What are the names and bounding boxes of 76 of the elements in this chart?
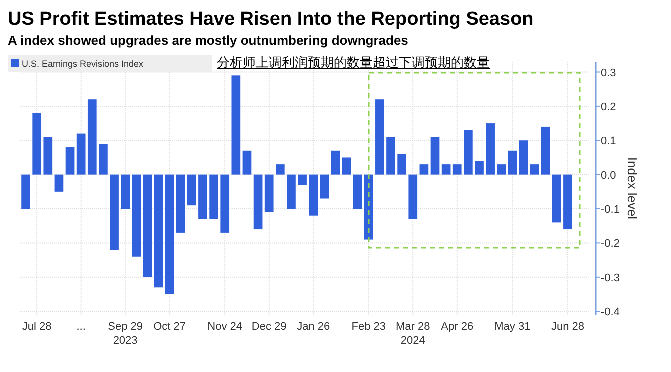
bar xyxy=(210,174,218,220)
y-tick-label: 0.1 xyxy=(601,136,616,148)
x-tick-label: Jan 26 xyxy=(297,321,330,333)
bar xyxy=(132,174,142,257)
bar xyxy=(242,150,252,175)
bar xyxy=(298,174,307,186)
bar xyxy=(420,164,429,175)
bar xyxy=(176,174,186,233)
bar xyxy=(464,130,473,175)
bar xyxy=(99,144,108,175)
bar xyxy=(475,161,484,175)
bar xyxy=(552,174,562,223)
bar xyxy=(66,147,75,175)
bar xyxy=(486,124,495,175)
x-tick-label: Oct 27 xyxy=(154,321,186,333)
bar xyxy=(408,174,418,220)
bar xyxy=(220,174,230,233)
x-tick-label: ... xyxy=(76,321,86,333)
bar xyxy=(541,126,550,175)
bar xyxy=(44,137,53,175)
bar xyxy=(342,158,352,175)
x-tick-label: May 31 xyxy=(494,321,531,333)
bar xyxy=(276,164,285,175)
y-tick-label: 0.3 xyxy=(601,67,616,80)
x-tick-label: Feb 23 xyxy=(352,321,386,333)
x-tick-label: Sep 29 2023 xyxy=(108,321,144,347)
y-tick-label: -0.2 xyxy=(601,238,620,250)
bar xyxy=(32,113,42,175)
bar xyxy=(110,174,119,250)
x-tick-label: Jun 28 xyxy=(551,321,584,333)
bar xyxy=(121,174,130,210)
annotation: 分析师上调利润预期的数量超过下调预期的数量 xyxy=(217,55,490,70)
bar xyxy=(530,164,540,175)
bar xyxy=(364,174,374,240)
y-tick-label: -0.1 xyxy=(601,204,620,216)
x-tick-label: Dec 29 xyxy=(252,321,287,333)
bar xyxy=(442,164,451,175)
bar xyxy=(398,154,406,175)
bar xyxy=(519,140,528,175)
bar xyxy=(564,174,572,230)
bar xyxy=(353,174,362,210)
bar xyxy=(331,150,340,175)
bar xyxy=(198,174,208,220)
bar xyxy=(154,174,164,288)
bar xyxy=(22,174,30,210)
bar xyxy=(188,174,196,206)
bar xyxy=(232,76,241,175)
bar xyxy=(54,174,64,192)
bar xyxy=(508,150,518,175)
x-tick-label: Mar 28 2024 xyxy=(396,321,430,347)
bar xyxy=(264,174,274,212)
bar xyxy=(497,164,506,175)
y-tick-label: -0.3 xyxy=(601,272,620,284)
y-tick-label: -0.4 xyxy=(601,306,620,319)
bar xyxy=(430,137,440,175)
y-tick-label: 0.0 xyxy=(601,170,616,182)
chart-title: US Profit Estimates Have Risen Into the Reporting Season xyxy=(8,9,534,30)
bar xyxy=(143,174,152,278)
y-tick-label: 0.2 xyxy=(601,101,616,114)
x-tick-label: Nov 24 xyxy=(208,321,243,333)
bar xyxy=(452,164,462,175)
bar xyxy=(376,100,384,175)
bar xyxy=(254,174,263,230)
x-tick-label: Apr 26 xyxy=(441,321,474,333)
bar xyxy=(287,174,296,210)
y-axis-title: Index level xyxy=(625,157,640,220)
x-tick-label: Jul 28 xyxy=(22,321,52,333)
bar xyxy=(386,137,396,175)
bar xyxy=(76,134,86,175)
legend-label: U.S. Earnings Revisions Index xyxy=(22,59,144,69)
chart-subtitle: A index showed upgrades are mostly outnumbering downgrades xyxy=(8,33,408,48)
bar xyxy=(309,174,318,216)
bar xyxy=(88,100,97,175)
bar xyxy=(165,174,174,294)
bar xyxy=(320,174,330,199)
legend: U.S. Earnings Revisions Index xyxy=(8,55,212,72)
